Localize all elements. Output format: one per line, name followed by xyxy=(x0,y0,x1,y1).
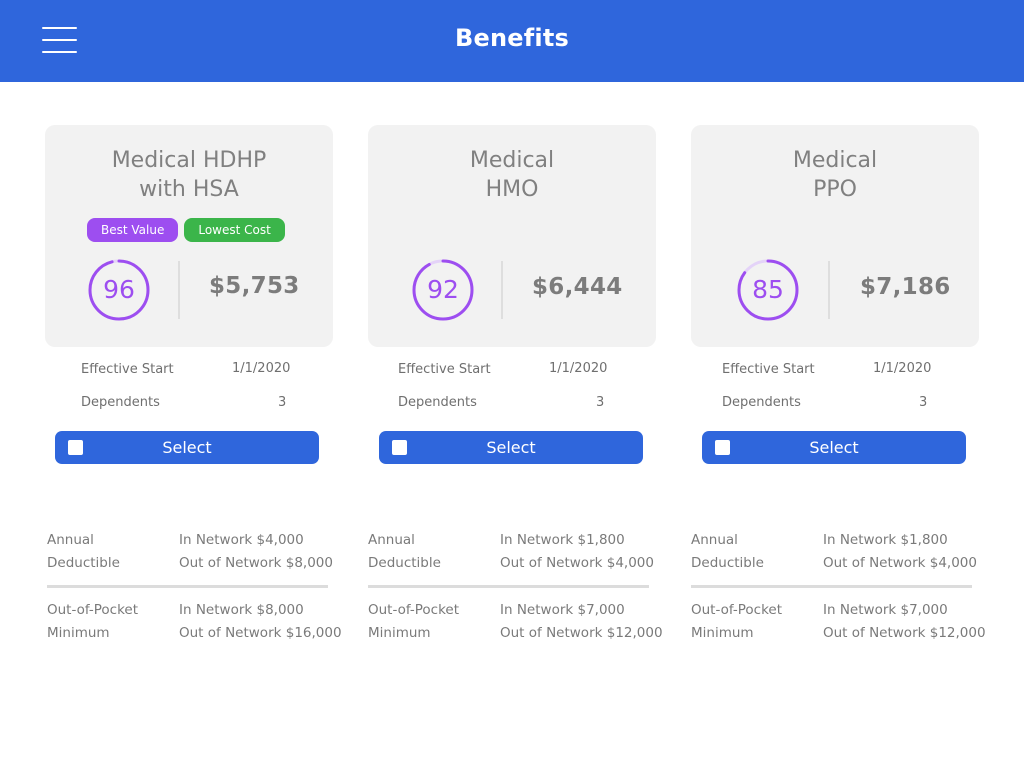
select-button-label: Select xyxy=(809,438,859,457)
plan-card[interactable]: Medical PPO 85 $7,186 xyxy=(691,125,979,347)
badge-group: Best Value Lowest Cost xyxy=(87,218,285,242)
out-of-pocket-label: Out-of-Pocket Minimum xyxy=(368,599,459,645)
plan-name-line: HMO xyxy=(485,177,539,202)
label-line: Out-of-Pocket xyxy=(691,602,783,618)
plan-name-line: PPO xyxy=(813,177,857,202)
plan-name-line: with HSA xyxy=(139,177,239,202)
checkbox-icon[interactable] xyxy=(68,440,83,455)
plan-price: $7,186 xyxy=(860,274,951,300)
select-plan-button[interactable]: Select xyxy=(379,431,643,464)
hamburger-menu-icon[interactable] xyxy=(42,26,77,56)
section-divider xyxy=(47,585,328,588)
effective-start-value: 1/1/2020 xyxy=(873,361,932,376)
out-of-pocket-label: Out-of-Pocket Minimum xyxy=(47,599,138,645)
score-ring-icon xyxy=(737,259,799,321)
score-ring-icon xyxy=(88,259,150,321)
dependents-label: Dependents xyxy=(398,395,477,410)
label-line: Out-of-Pocket xyxy=(47,602,139,618)
card-divider xyxy=(828,261,830,319)
plan-name-line: Medical xyxy=(792,148,878,173)
label-line: Minimum xyxy=(47,625,110,641)
label-line: Annual xyxy=(691,532,738,548)
out-of-pocket-values: In Network $8,000 Out of Network $16,000 xyxy=(179,599,342,645)
plan-name: Medical HDHP with HSA xyxy=(45,146,333,204)
plan-price: $6,444 xyxy=(532,274,623,300)
in-network-deductible: In Network $1,800 xyxy=(823,532,948,548)
app-header: Benefits xyxy=(0,0,1024,82)
label-line: Annual xyxy=(47,532,94,548)
plan-card[interactable]: Medical HDHP with HSA Best Value Lowest … xyxy=(45,125,333,347)
select-button-label: Select xyxy=(486,438,536,457)
annual-deductible-values: In Network $4,000 Out of Network $8,000 xyxy=(179,529,333,575)
select-plan-button[interactable]: Select xyxy=(55,431,319,464)
effective-start-value: 1/1/2020 xyxy=(549,361,608,376)
effective-start-label: Effective Start xyxy=(398,362,491,377)
label-line: Deductible xyxy=(368,555,441,571)
checkbox-icon[interactable] xyxy=(715,440,730,455)
best-value-badge: Best Value xyxy=(87,218,179,242)
card-divider xyxy=(178,261,180,319)
plan-name: Medical HMO xyxy=(368,146,656,204)
dependents-label: Dependents xyxy=(81,395,160,410)
label-line: Minimum xyxy=(368,625,431,641)
plan-column-hdhp: Medical HDHP with HSA Best Value Lowest … xyxy=(0,0,342,776)
plan-price: $5,753 xyxy=(209,273,300,299)
plan-card[interactable]: Medical HMO 92 $6,444 xyxy=(368,125,656,347)
out-of-pocket-label: Out-of-Pocket Minimum xyxy=(691,599,782,645)
select-button-label: Select xyxy=(162,438,212,457)
out-of-network-deductible: Out of Network $8,000 xyxy=(179,555,333,571)
dependents-value: 3 xyxy=(919,395,928,410)
label-line: Annual xyxy=(368,532,415,548)
out-of-pocket-values: In Network $7,000 Out of Network $12,000 xyxy=(823,599,986,645)
dependents-label: Dependents xyxy=(722,395,801,410)
label-line: Out-of-Pocket xyxy=(368,602,460,618)
select-plan-button[interactable]: Select xyxy=(702,431,966,464)
out-of-network-deductible: Out of Network $4,000 xyxy=(500,555,654,571)
in-network-oop: In Network $7,000 xyxy=(500,602,625,618)
plan-name: Medical PPO xyxy=(691,146,979,204)
label-line: Deductible xyxy=(47,555,120,571)
label-line: Deductible xyxy=(691,555,764,571)
out-of-pocket-values: In Network $7,000 Out of Network $12,000 xyxy=(500,599,663,645)
label-line: Minimum xyxy=(691,625,754,641)
in-network-oop: In Network $8,000 xyxy=(179,602,304,618)
section-divider xyxy=(691,585,972,588)
score-ring: 85 xyxy=(736,258,800,322)
out-of-network-oop: Out of Network $16,000 xyxy=(179,625,342,641)
dependents-value: 3 xyxy=(278,395,287,410)
annual-deductible-label: Annual Deductible xyxy=(368,529,441,575)
effective-start-label: Effective Start xyxy=(81,362,174,377)
dependents-value: 3 xyxy=(596,395,605,410)
in-network-oop: In Network $7,000 xyxy=(823,602,948,618)
effective-start-value: 1/1/2020 xyxy=(232,361,291,376)
score-value: 92 xyxy=(427,275,459,304)
annual-deductible-values: In Network $1,800 Out of Network $4,000 xyxy=(500,529,654,575)
score-ring: 92 xyxy=(411,258,475,322)
out-of-network-oop: Out of Network $12,000 xyxy=(823,625,986,641)
score-ring-icon xyxy=(412,259,474,321)
annual-deductible-label: Annual Deductible xyxy=(47,529,120,575)
plan-name-line: Medical xyxy=(469,148,555,173)
score-value: 85 xyxy=(752,275,784,304)
in-network-deductible: In Network $1,800 xyxy=(500,532,625,548)
in-network-deductible: In Network $4,000 xyxy=(179,532,304,548)
plan-column-hmo: Medical HMO 92 $6,444 Effective Start 1/… xyxy=(323,0,663,776)
card-divider xyxy=(501,261,503,319)
score-value: 96 xyxy=(103,275,135,304)
out-of-network-deductible: Out of Network $4,000 xyxy=(823,555,977,571)
page-title: Benefits xyxy=(455,24,569,52)
checkbox-icon[interactable] xyxy=(392,440,407,455)
annual-deductible-label: Annual Deductible xyxy=(691,529,764,575)
plan-name-line: Medical HDHP xyxy=(111,148,267,173)
plan-column-ppo: Medical PPO 85 $7,186 Effective Start 1/… xyxy=(646,0,986,776)
lowest-cost-badge: Lowest Cost xyxy=(184,218,285,242)
out-of-network-oop: Out of Network $12,000 xyxy=(500,625,663,641)
effective-start-label: Effective Start xyxy=(722,362,815,377)
annual-deductible-values: In Network $1,800 Out of Network $4,000 xyxy=(823,529,977,575)
section-divider xyxy=(368,585,649,588)
score-ring: 96 xyxy=(87,258,151,322)
